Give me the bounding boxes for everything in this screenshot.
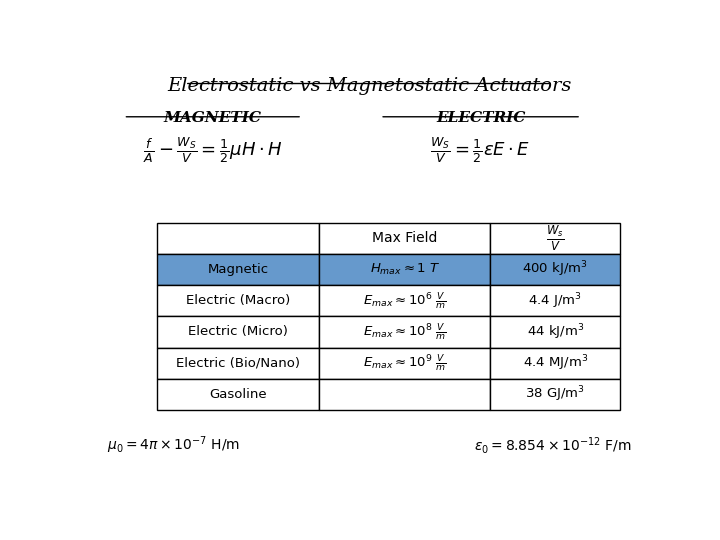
Text: $\mu_0 = 4\pi \times 10^{-7}\ \mathrm{H/m}$: $\mu_0 = 4\pi \times 10^{-7}\ \mathrm{H/… — [107, 435, 240, 456]
Text: Electric (Micro): Electric (Micro) — [188, 326, 288, 339]
Text: ELECTRIC: ELECTRIC — [436, 111, 526, 125]
Bar — [157, 379, 319, 410]
Bar — [319, 348, 490, 379]
Bar — [319, 379, 490, 410]
Text: Electrostatic vs Magnetostatic Actuators: Electrostatic vs Magnetostatic Actuators — [167, 77, 571, 95]
Text: $\epsilon_0 = 8.854 \times 10^{-12}\ \mathrm{F/m}$: $\epsilon_0 = 8.854 \times 10^{-12}\ \ma… — [474, 435, 631, 456]
Bar — [157, 348, 319, 379]
Text: 4.4 J/m$^3$: 4.4 J/m$^3$ — [528, 291, 582, 310]
Text: Gasoline: Gasoline — [210, 388, 267, 401]
Text: Magnetic: Magnetic — [207, 263, 269, 276]
Text: $\frac{f}{A} - \frac{W_S}{V} = \frac{1}{2}\mu H \cdot H$: $\frac{f}{A} - \frac{W_S}{V} = \frac{1}{… — [143, 136, 282, 165]
Bar — [319, 254, 490, 285]
Bar — [490, 223, 620, 254]
Bar — [490, 285, 620, 316]
Text: $\frac{W_S}{V} = \frac{1}{2}\epsilon E \cdot E$: $\frac{W_S}{V} = \frac{1}{2}\epsilon E \… — [431, 136, 531, 165]
Bar — [157, 223, 319, 254]
Bar — [157, 285, 319, 316]
Text: $E_{max} \approx 10^6\ \frac{V}{m}$: $E_{max} \approx 10^6\ \frac{V}{m}$ — [363, 291, 446, 311]
Text: MAGNETIC: MAGNETIC — [163, 111, 262, 125]
Text: 400 kJ/m$^3$: 400 kJ/m$^3$ — [523, 260, 588, 279]
Bar — [490, 348, 620, 379]
Text: $E_{max} \approx 10^9\ \frac{V}{m}$: $E_{max} \approx 10^9\ \frac{V}{m}$ — [363, 353, 446, 374]
Bar — [319, 316, 490, 348]
Bar — [319, 285, 490, 316]
Bar — [157, 254, 319, 285]
Text: Max Field: Max Field — [372, 232, 438, 245]
Text: Electric (Macro): Electric (Macro) — [186, 294, 290, 307]
Bar — [157, 316, 319, 348]
Bar — [490, 379, 620, 410]
Bar — [490, 254, 620, 285]
Text: 38 GJ/m$^3$: 38 GJ/m$^3$ — [526, 384, 585, 404]
Bar — [319, 223, 490, 254]
Bar — [490, 316, 620, 348]
Text: Electric (Bio/Nano): Electric (Bio/Nano) — [176, 356, 300, 370]
Text: 44 kJ/m$^3$: 44 kJ/m$^3$ — [526, 322, 584, 342]
Text: $E_{max} \approx 10^8\ \frac{V}{m}$: $E_{max} \approx 10^8\ \frac{V}{m}$ — [363, 322, 446, 342]
Text: 4.4 MJ/m$^3$: 4.4 MJ/m$^3$ — [523, 353, 588, 373]
Text: $\frac{W_s}{V}$: $\frac{W_s}{V}$ — [546, 224, 564, 253]
Text: $H_{max} \approx 1\ T$: $H_{max} \approx 1\ T$ — [369, 262, 440, 277]
